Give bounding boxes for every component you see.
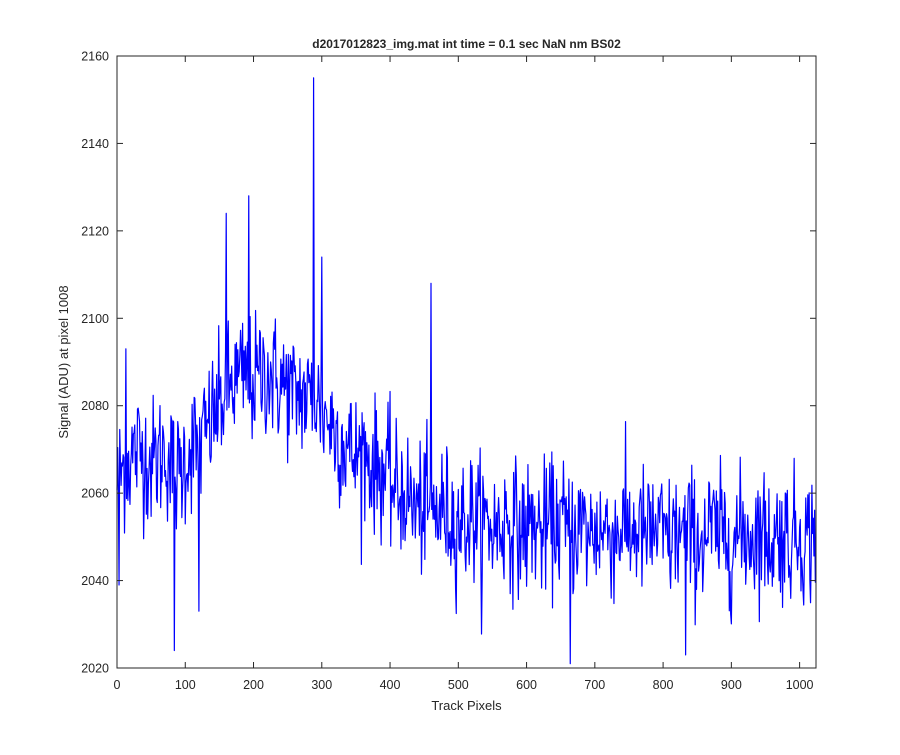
x-tick-label: 1000 — [786, 678, 814, 692]
x-tick-label: 200 — [243, 678, 264, 692]
x-axis: 0 100 200 300 400 500 600 700 800 900 1000 — [114, 56, 814, 692]
x-tick-label: 600 — [516, 678, 537, 692]
y-axis-label: Signal (ADU) at pixel 1008 — [56, 285, 71, 438]
y-tick-label: 2140 — [81, 137, 109, 151]
y-tick-label: 2160 — [81, 50, 109, 64]
x-tick-label: 800 — [653, 678, 674, 692]
plot-area — [117, 56, 816, 668]
y-tick-label: 2100 — [81, 312, 109, 326]
y-tick-label: 2040 — [81, 574, 109, 588]
x-tick-label: 500 — [448, 678, 469, 692]
x-tick-label: 700 — [584, 678, 605, 692]
y-tick-label: 2060 — [81, 487, 109, 501]
x-tick-label: 300 — [311, 678, 332, 692]
x-tick-label: 0 — [114, 678, 121, 692]
x-axis-label: Track Pixels — [431, 698, 502, 713]
signal-series-line — [116, 77, 817, 665]
x-tick-label: 100 — [175, 678, 196, 692]
series-layer — [116, 77, 817, 665]
chart-title: d2017012823_img.mat int time = 0.1 sec N… — [312, 37, 621, 51]
x-tick-label: 400 — [380, 678, 401, 692]
y-axis: 2020 2040 2060 2080 2100 2120 2140 2160 — [81, 50, 816, 676]
axes-box — [116, 55, 817, 669]
y-tick-label: 2120 — [81, 224, 109, 238]
y-tick-label: 2020 — [81, 662, 109, 676]
y-tick-label: 2080 — [81, 399, 109, 413]
x-tick-label: 900 — [721, 678, 742, 692]
